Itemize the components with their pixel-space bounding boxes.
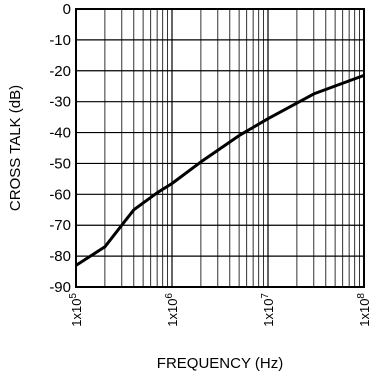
y-tick-label: -70 xyxy=(49,217,71,234)
y-tick-label: -40 xyxy=(49,125,71,142)
y-tick-label: -30 xyxy=(49,94,71,111)
x-tick-label: 1x106 xyxy=(164,293,180,327)
plot-frame xyxy=(75,8,365,288)
x-tick-label: 1x105 xyxy=(68,293,84,327)
x-tick-labels: 1x105 1x106 1x107 1x108 xyxy=(68,293,372,327)
y-tick-label: -10 xyxy=(49,32,71,49)
y-tick-label: -50 xyxy=(49,155,71,172)
y-axis-label: CROSS TALK (dB) xyxy=(7,85,24,211)
y-tick-label: -80 xyxy=(49,248,71,265)
y-tick-label: 0 xyxy=(63,1,71,18)
minor-gridlines xyxy=(104,9,361,287)
x-axis-label: FREQUENCY (Hz) xyxy=(157,355,283,372)
crosstalk-series-line xyxy=(75,73,365,267)
x-tick-label: 1x107 xyxy=(260,293,276,327)
y-tick-labels: 0 -10 -20 -30 -40 -50 -60 -70 -80 -90 xyxy=(49,1,71,296)
x-tick-label: 1x108 xyxy=(356,293,372,327)
y-tick-label: -20 xyxy=(49,63,71,80)
y-tick-label: -90 xyxy=(49,279,71,296)
y-tick-label: -60 xyxy=(49,186,71,203)
